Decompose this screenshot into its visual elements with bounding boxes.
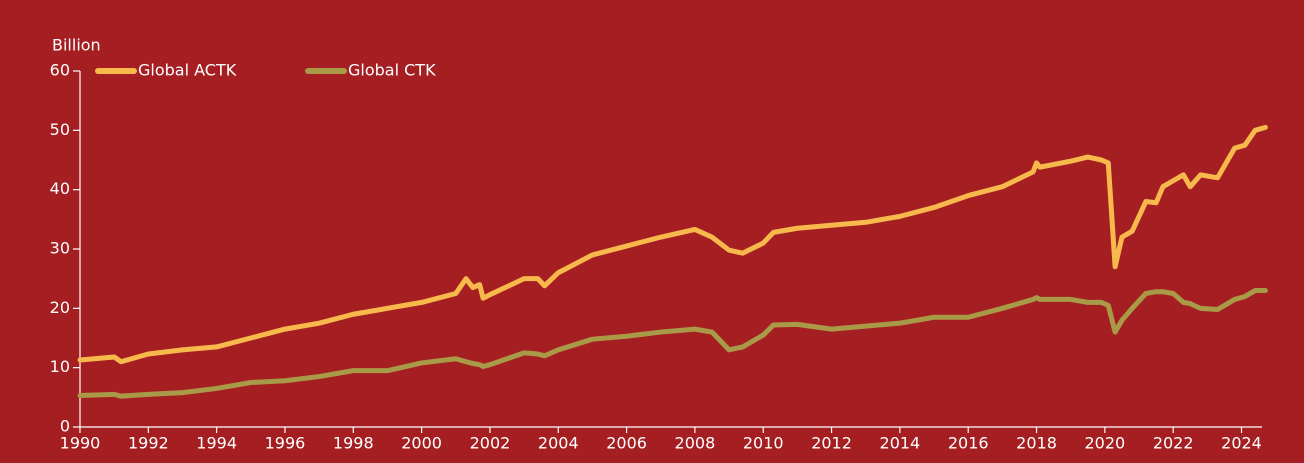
x-tick-label: 1998	[333, 434, 374, 453]
y-tick-label: 20	[50, 298, 70, 317]
x-tick-label: 2016	[948, 434, 989, 453]
y-tick-label: 40	[50, 179, 70, 198]
x-tick-label: 2024	[1221, 434, 1262, 453]
x-tick-label: 2004	[538, 434, 579, 453]
x-tick-label: 1990	[60, 434, 101, 453]
y-tick-label: 0	[60, 417, 70, 436]
x-tick-label: 2006	[606, 434, 647, 453]
series-line	[77, 288, 1268, 399]
legend-label: Global ACTK	[138, 61, 237, 80]
y-axis-label: Billion	[52, 36, 101, 55]
x-tick-label: 2008	[675, 434, 716, 453]
x-tick-label: 2000	[401, 434, 442, 453]
x-tick-label: 2012	[811, 434, 852, 453]
y-tick-label: 50	[50, 120, 70, 139]
legend-label: Global CTK	[348, 61, 436, 80]
x-tick-label: 2022	[1153, 434, 1194, 453]
x-tick-label: 1994	[196, 434, 237, 453]
series-line	[77, 124, 1268, 365]
x-tick-label: 1996	[265, 434, 306, 453]
y-tick-label: 10	[50, 357, 70, 376]
x-tick-label: 2020	[1084, 434, 1125, 453]
x-tick-label: 2014	[880, 434, 921, 453]
x-tick-label: 2018	[1016, 434, 1057, 453]
x-tick-label: 2002	[470, 434, 511, 453]
x-tick-label: 1992	[128, 434, 169, 453]
y-tick-label: 30	[50, 239, 70, 258]
x-tick-label: 2010	[743, 434, 784, 453]
y-tick-label: 60	[50, 61, 70, 80]
